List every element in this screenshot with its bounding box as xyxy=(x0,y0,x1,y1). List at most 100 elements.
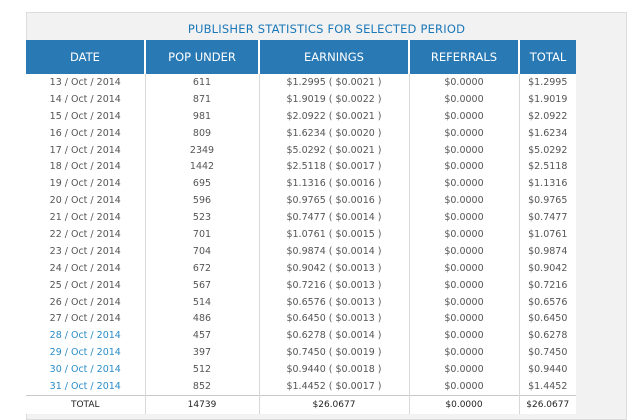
total-label: TOTAL xyxy=(26,394,145,414)
row-earnings: $0.7477 ( $0.0014 ) xyxy=(258,209,409,227)
row-date[interactable]: 30 / Oct / 2014 xyxy=(49,364,121,376)
row-earnings: $1.4452 ( $0.0017 ) xyxy=(258,378,409,396)
row-pop-under: 611 xyxy=(144,74,259,91)
table-row: 23 / Oct / 2014 704 $0.9874 ( $0.0014 ) $0.… xyxy=(26,242,576,260)
row-date: 27 / Oct / 2014 xyxy=(49,313,121,325)
table-row: 27 / Oct / 2014 486 $0.6450 ( $0.0013 ) $0.… xyxy=(26,310,576,328)
row-date: 21 / Oct / 2014 xyxy=(49,212,121,224)
header-referrals: REFERRALS xyxy=(409,40,520,74)
header-earnings: EARNINGS xyxy=(259,40,410,74)
row-total: $1.0761 xyxy=(518,226,576,243)
table-row: 18 / Oct / 2014 1442 $2.5118 ( $0.0017 ) $0… xyxy=(26,158,576,176)
panel-title: PUBLISHER STATISTICS FOR SELECTED PERIOD xyxy=(187,22,466,36)
row-referrals: $0.0000 xyxy=(408,378,519,396)
row-referrals: $0.0000 xyxy=(408,90,519,108)
row-earnings: $0.9874 ( $0.0014 ) xyxy=(258,242,409,260)
table-row: 15 / Oct / 2014 981 $2.0922 ( $0.0021 ) $0.… xyxy=(26,107,576,125)
row-earnings: $1.2995 ( $0.0021 ) xyxy=(258,74,409,91)
row-earnings: $0.6450 ( $0.0013 ) xyxy=(258,310,409,328)
row-referrals: $0.0000 xyxy=(408,192,519,210)
table-row: 28 / Oct / 2014 457 $0.6278 ( $0.0014 ) $0.… xyxy=(26,327,576,345)
header-date: DATE xyxy=(26,40,146,74)
row-date: 26 / Oct / 2014 xyxy=(49,296,121,308)
table-row: 14 / Oct / 2014 871 $1.9019 ( $0.0022 ) $0.… xyxy=(26,90,576,108)
row-total: $0.6576 xyxy=(518,293,576,311)
row-date: 13 / Oct / 2014 xyxy=(49,76,121,88)
row-total: $0.6278 xyxy=(518,327,576,345)
row-referrals: $0.0000 xyxy=(408,310,519,328)
row-total: $0.9042 xyxy=(518,259,576,277)
row-total: $0.7216 xyxy=(518,276,576,294)
row-referrals: $0.0000 xyxy=(408,293,519,311)
row-total: $0.9874 xyxy=(518,242,576,260)
row-earnings: $1.6234 ( $0.0020 ) xyxy=(258,124,409,142)
row-earnings: $0.6278 ( $0.0014 ) xyxy=(258,327,409,345)
row-pop-under: 567 xyxy=(144,276,259,294)
row-pop-under: 2349 xyxy=(144,141,259,159)
row-total: $2.5118 xyxy=(518,158,576,176)
table-row: 24 / Oct / 2014 672 $0.9042 ( $0.0013 ) $0.… xyxy=(26,259,576,277)
table-row: 16 / Oct / 2014 809 $1.6234 ( $0.0020 ) $0.… xyxy=(26,124,576,142)
row-pop-under: 809 xyxy=(144,124,259,142)
row-pop-under: 852 xyxy=(144,378,259,396)
row-pop-under: 596 xyxy=(144,192,259,210)
total-pop-under: 14739 xyxy=(144,394,259,414)
row-total: $2.0922 xyxy=(518,107,576,125)
row-date[interactable]: 29 / Oct / 2014 xyxy=(49,347,121,359)
row-pop-under: 704 xyxy=(144,242,259,260)
row-earnings: $0.7216 ( $0.0013 ) xyxy=(258,276,409,294)
row-referrals: $0.0000 xyxy=(408,276,519,294)
row-total: $0.9440 xyxy=(518,361,576,379)
table-row: 29 / Oct / 2014 397 $0.7450 ( $0.0019 ) $0.… xyxy=(26,344,576,362)
row-referrals: $0.0000 xyxy=(408,209,519,227)
row-pop-under: 512 xyxy=(144,361,259,379)
row-earnings: $0.9765 ( $0.0016 ) xyxy=(258,192,409,210)
row-pop-under: 514 xyxy=(144,293,259,311)
row-referrals: $0.0000 xyxy=(408,327,519,345)
row-earnings: $1.0761 ( $0.0015 ) xyxy=(258,226,409,243)
row-pop-under: 981 xyxy=(144,107,259,125)
row-pop-under: 397 xyxy=(144,344,259,362)
row-pop-under: 1442 xyxy=(144,158,259,176)
row-total: $5.0292 xyxy=(518,141,576,159)
row-referrals: $0.0000 xyxy=(408,344,519,362)
row-earnings: $2.5118 ( $0.0017 ) xyxy=(258,158,409,176)
row-date: 16 / Oct / 2014 xyxy=(49,127,121,139)
row-referrals: $0.0000 xyxy=(408,107,519,125)
table-row: 26 / Oct / 2014 514 $0.6576 ( $0.0013 ) $0.… xyxy=(26,293,576,311)
table-row: 19 / Oct / 2014 695 $1.1316 ( $0.0016 ) $0.… xyxy=(26,175,576,193)
table-row: 20 / Oct / 2014 596 $0.9765 ( $0.0016 ) $0.… xyxy=(26,192,576,210)
row-date[interactable]: 28 / Oct / 2014 xyxy=(49,330,121,342)
row-date: 22 / Oct / 2014 xyxy=(49,228,121,240)
row-total: $0.6450 xyxy=(518,310,576,328)
row-earnings: $5.0292 ( $0.0021 ) xyxy=(258,141,409,159)
row-total: $1.2995 xyxy=(518,74,576,91)
row-date: 17 / Oct / 2014 xyxy=(49,144,121,156)
table-row: 25 / Oct / 2014 567 $0.7216 ( $0.0013 ) $0.… xyxy=(26,276,576,294)
row-earnings: $0.9440 ( $0.0018 ) xyxy=(258,361,409,379)
row-earnings: $1.9019 ( $0.0022 ) xyxy=(258,90,409,108)
header-row: DATE POP UNDER EARNINGS REFERRALS TOTAL xyxy=(26,40,576,74)
row-referrals: $0.0000 xyxy=(408,124,519,142)
row-pop-under: 871 xyxy=(144,90,259,108)
row-date[interactable]: 31 / Oct / 2014 xyxy=(49,380,121,392)
row-referrals: $0.0000 xyxy=(408,361,519,379)
row-earnings: $2.0922 ( $0.0021 ) xyxy=(258,107,409,125)
row-date: 23 / Oct / 2014 xyxy=(49,245,121,257)
row-referrals: $0.0000 xyxy=(408,74,519,91)
row-pop-under: 486 xyxy=(144,310,259,328)
row-date: 18 / Oct / 2014 xyxy=(49,161,121,173)
table-body: 13 / Oct / 2014 611 $1.2995 ( $0.0021 ) $0.… xyxy=(26,74,576,396)
row-total: $0.7477 xyxy=(518,209,576,227)
row-referrals: $0.0000 xyxy=(408,141,519,159)
header-total: TOTAL xyxy=(519,40,576,74)
header-pop-under: POP UNDER xyxy=(145,40,260,74)
row-date: 24 / Oct / 2014 xyxy=(49,262,121,274)
table-row: 22 / Oct / 2014 701 $1.0761 ( $0.0015 ) $0.… xyxy=(26,226,576,243)
row-total: $1.9019 xyxy=(518,90,576,108)
row-earnings: $0.7450 ( $0.0019 ) xyxy=(258,344,409,362)
row-earnings: $1.1316 ( $0.0016 ) xyxy=(258,175,409,193)
table-row: 31 / Oct / 2014 852 $1.4452 ( $0.0017 ) $0.… xyxy=(26,378,576,396)
row-date: 20 / Oct / 2014 xyxy=(49,195,121,207)
row-referrals: $0.0000 xyxy=(408,158,519,176)
